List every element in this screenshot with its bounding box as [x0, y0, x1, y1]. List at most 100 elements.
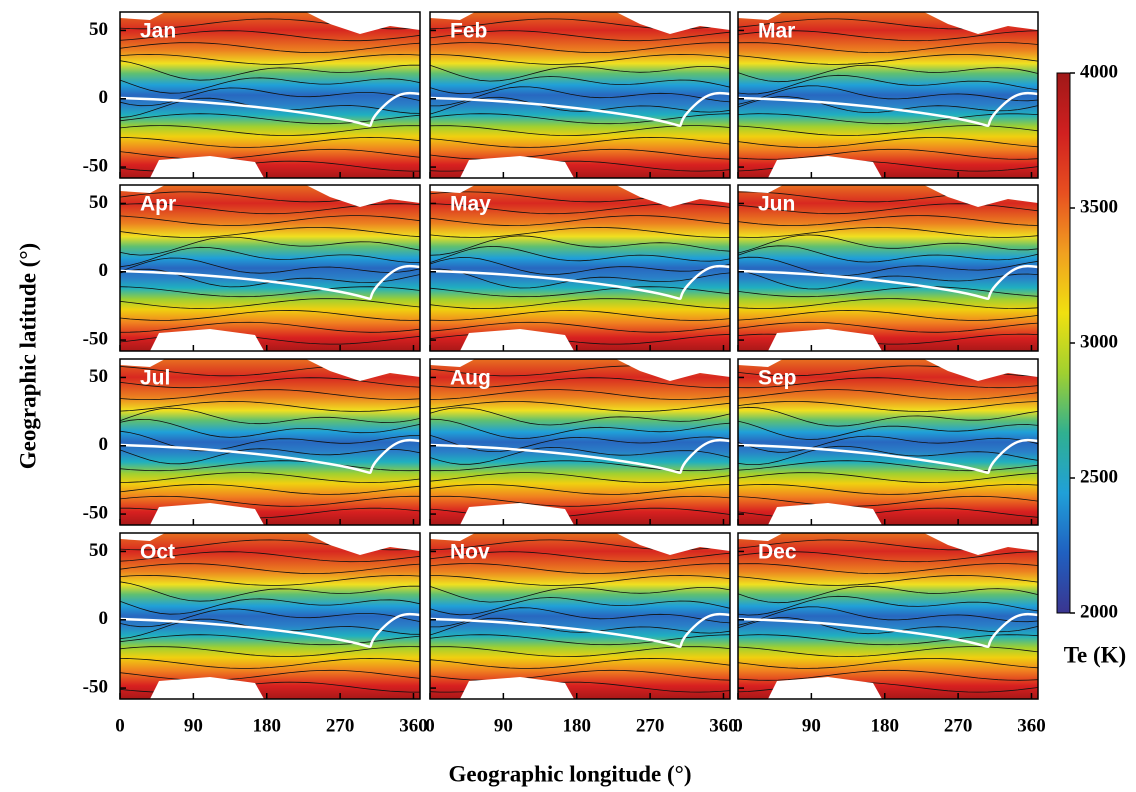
no-data [616, 12, 730, 34]
contour-line [429, 551, 731, 563]
no-data [738, 533, 783, 541]
contour-line [119, 669, 421, 681]
colorbar-label: Te (K) [1064, 642, 1126, 667]
contour-line [119, 77, 421, 94]
contour-line [119, 407, 421, 425]
contour-line [429, 30, 731, 42]
colorbar-tick-label: 4000 [1080, 61, 1118, 82]
contour-line [429, 597, 731, 616]
contour-line [737, 85, 1039, 105]
x-tick-label: 180 [252, 715, 281, 736]
contour-line [429, 484, 731, 495]
no-data [738, 185, 783, 193]
panel-frame [429, 532, 731, 700]
map-panel: Mar [737, 11, 1039, 179]
map-panel: Apr -50 0 50 [83, 184, 421, 352]
no-data [924, 12, 1038, 34]
contour-line [429, 96, 731, 115]
contour-line [737, 269, 1039, 290]
contour-line [429, 495, 731, 507]
no-data [306, 185, 420, 207]
contour-line [737, 42, 1039, 54]
panel-frame [119, 358, 421, 526]
no-data [306, 12, 420, 34]
magnetic-equator [429, 438, 731, 474]
contour-line [429, 86, 731, 107]
contour-line [119, 483, 421, 495]
month-label: Jul [140, 367, 170, 390]
y-tick-label: -50 [83, 155, 108, 176]
contour-line [429, 309, 731, 321]
no-data [430, 533, 475, 541]
contour-line [119, 646, 421, 657]
contour-line [737, 286, 1039, 298]
no-data [768, 156, 882, 178]
month-label: Dec [758, 541, 797, 564]
contour-line [119, 448, 421, 465]
no-data [120, 185, 165, 193]
contour-line [429, 226, 730, 238]
x-tick-label: 270 [326, 715, 355, 736]
contour-line [119, 113, 421, 125]
map-panel: Jan -50 0 50 [83, 11, 421, 179]
map-panel: Jun [737, 184, 1039, 352]
month-label: Jan [140, 20, 176, 43]
no-data [616, 533, 730, 555]
no-data [924, 533, 1038, 555]
contour-line [429, 321, 731, 333]
map-panel: Oct -50 0 50 0 90 180 270 360 [83, 532, 428, 736]
contour-line [429, 634, 731, 646]
magnetic-equator [429, 264, 731, 300]
month-label: Jun [758, 193, 795, 216]
colorbar-tick-label: 2500 [1080, 466, 1118, 487]
x-tick-label: 360 [1017, 715, 1046, 736]
magnetic-equator [119, 612, 421, 648]
contour-line [429, 586, 731, 603]
no-data [738, 359, 783, 367]
contour-line [429, 113, 731, 125]
contour-line [737, 64, 1039, 83]
contour-line [119, 125, 421, 136]
map-panel: Sep [737, 358, 1039, 526]
contour-line [119, 551, 421, 563]
no-data [430, 12, 475, 20]
contour-line [737, 226, 1039, 238]
contour-line [737, 658, 1039, 669]
y-tick-label: 0 [99, 260, 109, 281]
no-data [738, 12, 783, 20]
no-data [768, 329, 882, 351]
contour-line [429, 407, 731, 426]
no-data [924, 185, 1038, 207]
magnetic-equator [737, 264, 1039, 300]
contour-line [737, 54, 1039, 65]
contour-line [429, 657, 731, 669]
contour-line [119, 581, 421, 602]
map-panel: Feb [429, 11, 731, 179]
x-tick-label: 360 [399, 715, 428, 736]
panel-frame [119, 532, 421, 700]
no-data [460, 156, 574, 178]
field [430, 533, 730, 699]
field [430, 12, 730, 178]
contour-line [737, 595, 1039, 616]
contour-line [119, 495, 420, 507]
magnetic-equator [737, 438, 1039, 474]
contour-line [119, 460, 421, 472]
contour-line [119, 377, 421, 389]
magnetic-equator [119, 438, 421, 474]
contour-line [737, 234, 1039, 254]
month-label: Apr [140, 193, 176, 216]
contour-line [429, 64, 731, 82]
contour-line [119, 215, 421, 227]
contour-line [119, 321, 421, 333]
no-data [616, 359, 730, 381]
contour-line [119, 227, 421, 238]
contour-line [429, 42, 731, 53]
x-tick-label: 90 [184, 715, 203, 736]
contour-line [737, 634, 1039, 646]
field [430, 359, 730, 525]
contour-line [737, 377, 1039, 389]
contour-line [119, 286, 421, 298]
y-tick-label: 0 [99, 608, 109, 629]
